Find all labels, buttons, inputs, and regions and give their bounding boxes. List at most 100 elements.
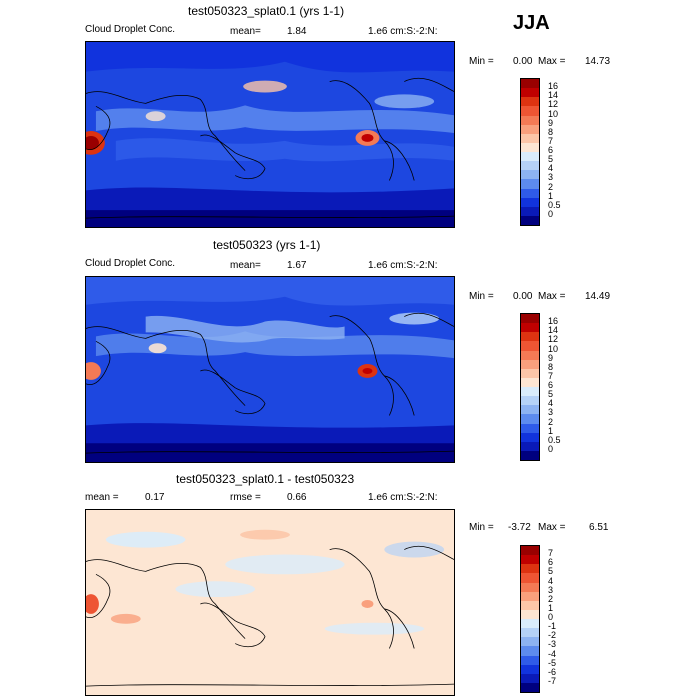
colorbar-tick-label: 9: [548, 117, 554, 128]
colorbar-tick-label: 1: [548, 190, 554, 201]
colorbar-tick-label: -6: [548, 666, 557, 677]
colorbar-swatch: [521, 97, 539, 107]
panel2-min-value: 0.00: [513, 291, 533, 302]
colorbar-tick-label: 2: [548, 181, 554, 192]
colorbar-tick-label: 16: [548, 316, 559, 327]
colorbar-swatch: [521, 441, 539, 451]
colorbar-tick-label: 5: [548, 566, 554, 577]
colorbar-swatch: [521, 359, 539, 369]
colorbar-swatch: [521, 133, 539, 143]
panel3-max-label: Max =: [538, 522, 566, 533]
colorbar-swatch: [521, 564, 539, 574]
colorbar-tick-label: 0: [548, 612, 554, 622]
colorbar-tick-label: 4: [548, 163, 554, 174]
panel2-max-label: Max =: [538, 291, 566, 302]
panel1-variable-label: Cloud Droplet Conc.: [85, 24, 176, 35]
colorbar-tick-label: 1: [548, 425, 554, 436]
colorbar-swatch: [521, 368, 539, 378]
panel1-colorbar: [520, 78, 540, 226]
panel1-map: [85, 41, 455, 228]
colorbar-swatch: [521, 377, 539, 387]
panel2-mean-label: mean=: [230, 260, 261, 271]
colorbar-tick-label: 6: [548, 557, 554, 568]
colorbar-tick-label: 7: [548, 548, 554, 559]
colorbar-tick-label: 4: [548, 575, 554, 586]
colorbar-swatch: [521, 341, 539, 351]
colorbar-swatch: [521, 88, 539, 98]
colorbar-tick-label: 5: [548, 154, 554, 165]
panel3-min-label: Min =: [469, 522, 494, 533]
colorbar-tick-label: -7: [548, 675, 557, 686]
colorbar-swatch: [521, 450, 539, 460]
colorbar-tick-label: 1: [548, 602, 554, 613]
colorbar-tick-label: 8: [548, 361, 554, 372]
colorbar-swatch: [521, 106, 539, 116]
panel3-mean-label: mean =: [85, 492, 119, 503]
colorbar-tick-label: 7: [548, 135, 554, 146]
colorbar-tick-label: 12: [548, 334, 559, 345]
panel2-mean-value: 1.67: [287, 260, 307, 271]
colorbar-swatch: [521, 646, 539, 656]
panel3-units: 1.e6 cm:S:-2:N:: [368, 492, 438, 503]
colorbar-swatch: [521, 637, 539, 647]
colorbar-tick-label: 3: [548, 407, 554, 418]
panel2-title: test050323 (yrs 1-1): [213, 238, 321, 252]
colorbar-tick-label: 0: [548, 208, 554, 219]
colorbar-swatch: [521, 215, 539, 225]
colorbar-tick-label: 16: [548, 81, 559, 92]
colorbar-tick-label: 4: [548, 398, 554, 409]
panel2-variable-label: Cloud Droplet Conc.: [85, 258, 176, 269]
colorbar-tick-label: 0: [548, 443, 554, 454]
panel3-rmse-value: 0.66: [287, 492, 307, 503]
season-label: JJA: [513, 12, 550, 34]
colorbar-swatch: [521, 332, 539, 342]
colorbar-tick-label: 14: [548, 90, 559, 101]
colorbar-swatch: [521, 396, 539, 406]
colorbar-tick-label: 7: [548, 370, 554, 381]
colorbar-swatch: [521, 179, 539, 189]
colorbar-swatch: [521, 591, 539, 601]
panel1-max-value: 14.73: [585, 56, 611, 67]
colorbar-tick-label: 6: [548, 380, 554, 390]
panel3-map: [85, 509, 455, 696]
panel1-units: 1.e6 cm:S:-2:N:: [368, 26, 438, 37]
panel3-min-value: -3.72: [508, 522, 531, 533]
panel1-mean-label: mean=: [230, 26, 261, 37]
colorbar-swatch: [521, 206, 539, 216]
colorbar-swatch: [521, 152, 539, 162]
colorbar-tick-label: 12: [548, 99, 559, 110]
panel1-title: test050323_splat0.1 (yrs 1-1): [188, 4, 345, 18]
colorbar-swatch: [521, 664, 539, 674]
panel2-colorbar: [520, 313, 540, 461]
panel2-max-value: 14.49: [585, 291, 611, 302]
colorbar-swatch: [521, 170, 539, 180]
colorbar-swatch: [521, 573, 539, 583]
colorbar-swatch: [521, 115, 539, 125]
colorbar-swatch: [521, 609, 539, 619]
colorbar-swatch: [521, 423, 539, 433]
panel1-min-label: Min =: [469, 56, 494, 67]
colorbar-tick-label: -3: [548, 639, 557, 650]
colorbar-swatch: [521, 323, 539, 333]
colorbar-tick-label: 8: [548, 126, 554, 137]
colorbar-tick-label: -1: [548, 621, 557, 632]
colorbar-swatch: [521, 188, 539, 198]
colorbar-swatch: [521, 619, 539, 629]
panel1-min-value: 0.00: [513, 56, 533, 67]
panel1-max-label: Max =: [538, 56, 566, 67]
panel3-rmse-label: rmse =: [230, 492, 261, 503]
colorbar-swatch: [521, 350, 539, 360]
colorbar-swatch: [521, 124, 539, 134]
colorbar-swatch: [521, 682, 539, 692]
colorbar-tick-label: 5: [548, 389, 554, 400]
panel3-colorbar: [520, 545, 540, 693]
colorbar-swatch: [521, 79, 539, 89]
colorbar-tick-label: 3: [548, 172, 554, 183]
colorbar-swatch: [521, 600, 539, 610]
colorbar-tick-label: 0.5: [548, 434, 561, 445]
colorbar-swatch: [521, 673, 539, 683]
colorbar-tick-label: -2: [548, 630, 557, 641]
colorbar-tick-label: 10: [548, 343, 559, 354]
colorbar-swatch: [521, 628, 539, 638]
panel2-map: [85, 276, 455, 463]
